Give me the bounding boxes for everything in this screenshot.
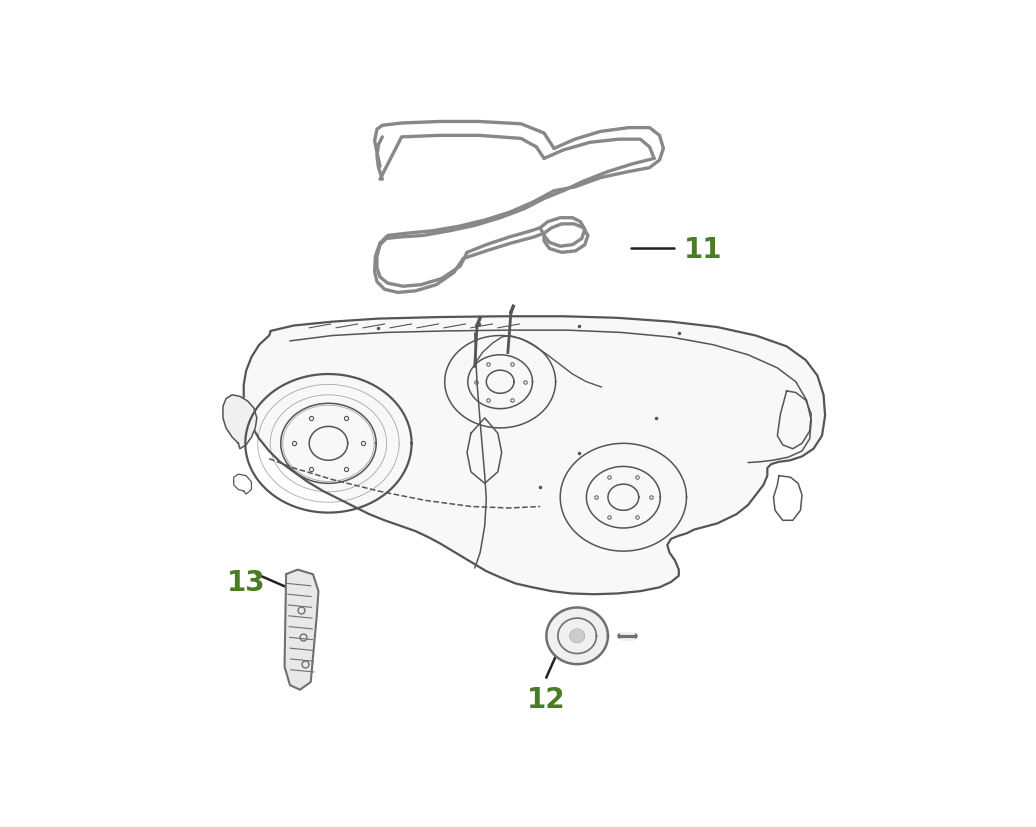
Text: 12: 12 bbox=[527, 686, 566, 713]
Polygon shape bbox=[570, 629, 584, 643]
Polygon shape bbox=[223, 395, 257, 449]
Polygon shape bbox=[285, 570, 318, 690]
Polygon shape bbox=[243, 317, 825, 595]
Text: 13: 13 bbox=[227, 568, 265, 596]
Text: 11: 11 bbox=[684, 235, 722, 263]
Polygon shape bbox=[546, 608, 608, 664]
